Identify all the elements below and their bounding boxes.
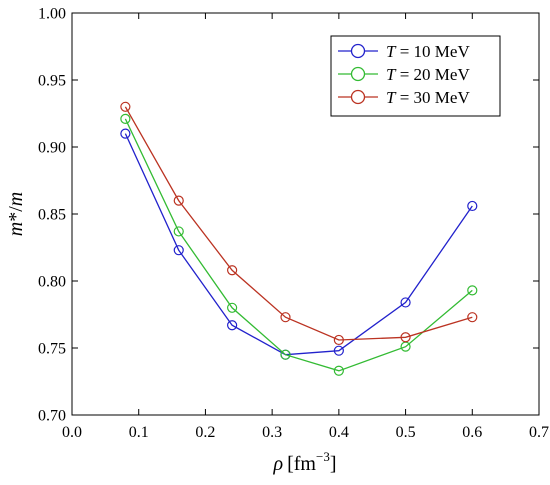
data-point bbox=[400, 332, 411, 343]
x-tick-label: 0.5 bbox=[396, 424, 416, 441]
x-tick-label: 0.6 bbox=[462, 424, 482, 441]
data-point bbox=[400, 297, 411, 308]
x-tick-label: 0.3 bbox=[262, 424, 282, 441]
series-1 bbox=[120, 128, 478, 360]
data-point bbox=[173, 245, 184, 256]
data-point bbox=[227, 320, 238, 331]
data-point bbox=[333, 365, 344, 376]
x-tick-label: 0.4 bbox=[329, 424, 349, 441]
data-point bbox=[333, 345, 344, 356]
legend-marker bbox=[350, 43, 366, 59]
y-tick-label: 1.00 bbox=[38, 6, 66, 23]
data-point bbox=[227, 265, 238, 276]
series-line bbox=[124, 133, 473, 356]
legend: T = 10 MeV T = 20 MeV T = 30 MeV bbox=[330, 35, 501, 117]
data-point bbox=[173, 226, 184, 237]
data-point bbox=[280, 312, 291, 323]
legend-marker bbox=[350, 89, 366, 105]
y-tick-label: 0.75 bbox=[38, 341, 66, 358]
x-tick-label: 0.1 bbox=[129, 424, 149, 441]
legend-item-2: T = 20 MeV bbox=[338, 65, 470, 84]
y-tick-label: 0.90 bbox=[38, 140, 66, 157]
series-2 bbox=[120, 113, 478, 376]
y-axis-title: m*/m bbox=[5, 192, 27, 236]
x-tick-label: 0.0 bbox=[62, 424, 82, 441]
x-tick-label: 0.7 bbox=[529, 424, 549, 441]
x-axis-title: ρ [fm−3] bbox=[272, 449, 336, 475]
data-point bbox=[467, 200, 478, 212]
data-point bbox=[227, 302, 238, 313]
series-line bbox=[124, 118, 473, 372]
data-point bbox=[467, 285, 478, 296]
legend-item-3: T = 30 MeV bbox=[338, 88, 470, 107]
data-point bbox=[120, 101, 131, 112]
y-tick-label: 0.95 bbox=[38, 73, 66, 90]
legend-label: T = 30 MeV bbox=[386, 88, 470, 107]
y-tick-label: 0.80 bbox=[38, 274, 66, 291]
series-line bbox=[124, 106, 473, 341]
data-point bbox=[120, 128, 131, 139]
series-3 bbox=[120, 101, 478, 346]
x-tick-label: 0.2 bbox=[195, 424, 215, 441]
y-tick-label: 0.85 bbox=[38, 207, 66, 224]
legend-marker bbox=[350, 66, 366, 82]
data-point bbox=[333, 334, 344, 346]
data-point bbox=[173, 195, 184, 206]
y-tick-label: 0.70 bbox=[38, 408, 66, 425]
legend-item-1: T = 10 MeV bbox=[338, 42, 470, 61]
legend-label: T = 20 MeV bbox=[386, 65, 470, 84]
data-point bbox=[280, 349, 291, 360]
series-layer bbox=[120, 101, 478, 376]
ticks: 0.0 0.1 0.2 0.3 0.4 0.5 0.6 0.7 0.70 0.75 0.80 0.85… bbox=[38, 6, 549, 442]
legend-label: T = 10 MeV bbox=[386, 42, 470, 61]
data-point bbox=[120, 113, 131, 124]
data-point bbox=[467, 312, 478, 323]
